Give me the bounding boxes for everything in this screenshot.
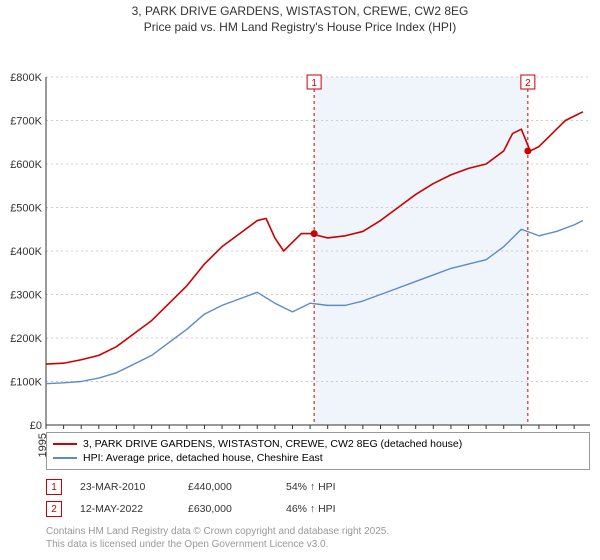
legend-label: HPI: Average price, detached house, Ches… bbox=[83, 452, 323, 464]
legend-swatch bbox=[53, 443, 77, 445]
y-tick-label: £600K bbox=[10, 159, 42, 171]
legend-row: 3, PARK DRIVE GARDENS, WISTASTON, CREWE,… bbox=[53, 437, 583, 451]
title-line-1: 3, PARK DRIVE GARDENS, WISTASTON, CREWE,… bbox=[0, 4, 600, 20]
chart-container: 3, PARK DRIVE GARDENS, WISTASTON, CREWE,… bbox=[0, 0, 600, 560]
marker-hpi: 54% ↑ HPI bbox=[286, 481, 376, 493]
marker-table-row: 1 23-MAR-2010 £440,000 54% ↑ HPI bbox=[46, 476, 590, 498]
y-tick-label: £200K bbox=[10, 333, 42, 345]
legend-swatch bbox=[53, 457, 77, 459]
y-tick-label: £300K bbox=[10, 290, 42, 302]
marker-hpi: 46% ↑ HPI bbox=[286, 503, 376, 515]
plot-area: £0 £100K £200K £300K £400K £500K £600K £700K £80… bbox=[0, 35, 600, 465]
sale-marker-number: 1 bbox=[311, 78, 317, 89]
marker-table-row: 2 12-MAY-2022 £630,000 46% ↑ HPI bbox=[46, 498, 590, 520]
title-line-2: Price paid vs. HM Land Registry's House … bbox=[0, 20, 600, 36]
marker-table-badge: 2 bbox=[46, 501, 62, 517]
marker-table-badge: 1 bbox=[46, 479, 62, 495]
y-tick-label: £700K bbox=[10, 116, 42, 128]
marker-date: 23-MAR-2010 bbox=[80, 481, 170, 493]
marker-date: 12-MAY-2022 bbox=[80, 503, 170, 515]
legend-row: HPI: Average price, detached house, Ches… bbox=[53, 451, 583, 465]
y-tick-label: £400K bbox=[10, 246, 42, 258]
y-tick-label: £500K bbox=[10, 203, 42, 215]
chart-title: 3, PARK DRIVE GARDENS, WISTASTON, CREWE,… bbox=[0, 0, 600, 35]
footer-line-2: This data is licensed under the Open Gov… bbox=[46, 538, 389, 551]
marker-price: £630,000 bbox=[188, 503, 268, 515]
legend-label: 3, PARK DRIVE GARDENS, WISTASTON, CREWE,… bbox=[83, 438, 462, 450]
marker-price: £440,000 bbox=[188, 481, 268, 493]
marker-table: 1 23-MAR-2010 £440,000 54% ↑ HPI 2 12-MAY-202… bbox=[46, 476, 590, 520]
y-tick-label: £100K bbox=[10, 377, 42, 389]
footer: Contains HM Land Registry data © Crown c… bbox=[46, 525, 389, 551]
sale-marker-number: 2 bbox=[525, 78, 531, 89]
y-tick-label: £0 bbox=[30, 420, 42, 432]
legend-box: 3, PARK DRIVE GARDENS, WISTASTON, CREWE,… bbox=[46, 432, 590, 470]
y-tick-label: £800K bbox=[10, 72, 42, 84]
footer-line-1: Contains HM Land Registry data © Crown c… bbox=[46, 525, 389, 538]
